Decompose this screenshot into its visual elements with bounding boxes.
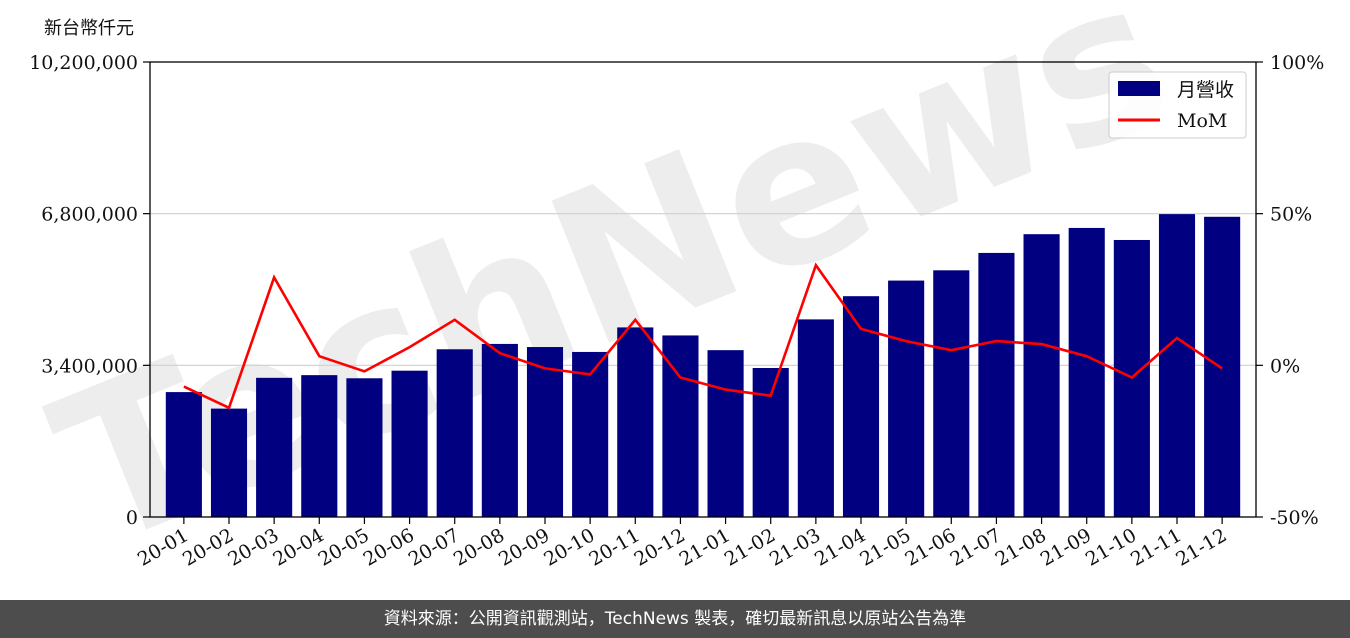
revenue-bars bbox=[165, 214, 1241, 518]
x-tick-label: 21-08 bbox=[992, 524, 1050, 570]
right-tick-label: -50% bbox=[1270, 507, 1319, 529]
legend-swatch-revenue bbox=[1118, 81, 1160, 96]
left-tick-label: 10,200,000 bbox=[29, 52, 138, 74]
revenue-bar-20-04 bbox=[301, 375, 338, 517]
x-tick-label: 21-07 bbox=[946, 524, 1004, 570]
left-tick-label: 6,800,000 bbox=[41, 204, 138, 226]
legend-label-revenue: 月營收 bbox=[1177, 79, 1234, 101]
revenue-bar-20-02 bbox=[210, 408, 248, 517]
x-tick-label: 20-09 bbox=[495, 524, 553, 570]
legend: 月營收 MoM bbox=[1108, 71, 1247, 139]
right-tick-label: 50% bbox=[1270, 204, 1312, 226]
y-axis-unit-label: 新台幣仟元 bbox=[44, 18, 134, 39]
revenue-bar-21-05 bbox=[888, 280, 925, 517]
x-tick-label: 21-03 bbox=[766, 524, 824, 570]
x-tick-label: 21-02 bbox=[721, 524, 779, 570]
plot-frame bbox=[149, 61, 1257, 518]
x-tick-label: 21-04 bbox=[811, 524, 869, 570]
revenue-bar-21-09 bbox=[1068, 227, 1105, 518]
revenue-bar-20-11 bbox=[617, 327, 654, 517]
x-tick-label: 20-11 bbox=[585, 524, 643, 570]
revenue-bar-20-03 bbox=[256, 377, 293, 517]
revenue-bar-20-06 bbox=[391, 370, 428, 517]
revenue-bar-21-06 bbox=[933, 270, 970, 517]
left-tick-label: 0 bbox=[126, 507, 138, 529]
revenue-bar-21-01 bbox=[707, 350, 744, 517]
x-tick-label: 21-05 bbox=[856, 524, 914, 570]
x-tick-label: 20-05 bbox=[314, 524, 372, 570]
right-axis: -50% 0% 50% 100% bbox=[1256, 52, 1324, 529]
right-tick-label: 100% bbox=[1270, 52, 1324, 74]
legend-label-mom: MoM bbox=[1177, 110, 1227, 132]
revenue-bar-20-01 bbox=[165, 392, 202, 517]
x-tick-label: 20-06 bbox=[360, 524, 418, 570]
mom-line bbox=[183, 262, 1223, 410]
mom-line-layer bbox=[183, 262, 1223, 410]
revenue-bar-21-02 bbox=[752, 368, 789, 517]
right-tick-label: 0% bbox=[1270, 355, 1300, 377]
revenue-bar-20-12 bbox=[662, 335, 699, 517]
x-tick-label: 20-04 bbox=[269, 524, 327, 570]
revenue-bar-20-07 bbox=[436, 349, 473, 517]
x-tick-label: 21-09 bbox=[1037, 524, 1095, 570]
revenue-bar-20-09 bbox=[526, 347, 564, 517]
x-tick-label: 21-10 bbox=[1082, 524, 1140, 570]
x-tick-label: 21-11 bbox=[1127, 524, 1185, 570]
revenue-bar-20-05 bbox=[346, 378, 383, 517]
x-tick-label: 20-10 bbox=[540, 524, 598, 570]
revenue-bar-21-11 bbox=[1158, 214, 1196, 518]
revenue-bar-21-03 bbox=[797, 319, 834, 517]
x-tick-label: 20-08 bbox=[450, 524, 508, 570]
x-tick-label: 21-06 bbox=[901, 524, 959, 570]
source-footer: 資料來源：公開資訊觀測站，TechNews 製表，確切最新訊息以原站公告為準 bbox=[0, 600, 1350, 638]
plot-border bbox=[149, 61, 1257, 518]
x-axis: 20-0120-0220-0320-0420-0520-0620-0720-08… bbox=[134, 517, 1231, 571]
revenue-bar-20-08 bbox=[481, 343, 518, 517]
x-tick-label: 20-07 bbox=[405, 524, 463, 570]
x-tick-label: 21-12 bbox=[1172, 524, 1230, 570]
revenue-bar-21-07 bbox=[978, 252, 1015, 517]
left-axis: 0 3,400,000 6,800,000 10,200,000 bbox=[29, 52, 150, 529]
revenue-bar-21-08 bbox=[1023, 234, 1060, 517]
left-tick-label: 3,400,000 bbox=[41, 355, 138, 377]
revenue-bar-20-10 bbox=[572, 351, 609, 517]
x-tick-label: 21-01 bbox=[676, 524, 734, 570]
x-tick-label: 20-12 bbox=[630, 524, 688, 570]
